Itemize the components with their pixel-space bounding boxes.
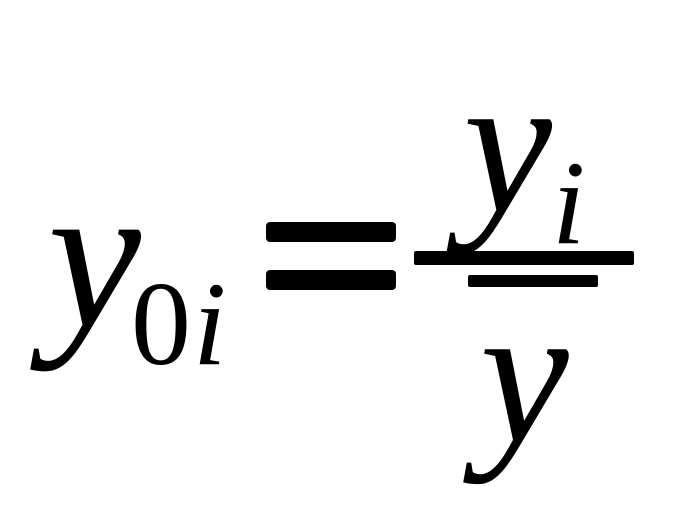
lhs-subscript: 0 i (131, 264, 226, 384)
denominator: y (480, 267, 569, 467)
lhs-subscript-letter: i (193, 264, 226, 384)
equation: y 0 i y i y (48, 45, 635, 467)
lhs-subscript-digit: 0 (131, 264, 191, 384)
numerator: y i (463, 45, 585, 245)
fraction-line (414, 251, 634, 265)
numerator-subscript: i (552, 143, 585, 263)
equals-bar-top (266, 222, 396, 242)
denominator-variable: y (480, 275, 569, 475)
lhs-variable: y (48, 151, 141, 361)
numerator-variable: y (463, 45, 552, 245)
denominator-ywrap: y (480, 267, 569, 475)
rhs-fraction: y i y (414, 45, 634, 467)
equals-bar-bottom (266, 270, 396, 290)
equals-sign (266, 208, 396, 304)
denominator-overbar (468, 275, 598, 287)
equation-container: y 0 i y i y (0, 0, 682, 512)
lhs: y 0 i (48, 151, 227, 361)
